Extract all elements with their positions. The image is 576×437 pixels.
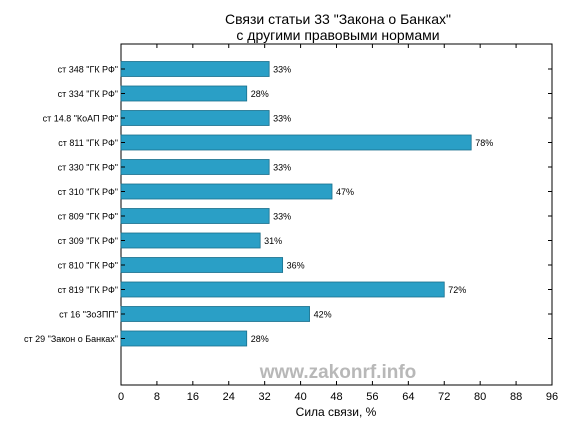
x-tick-label: 80 xyxy=(474,391,486,403)
bar-value-label: 78% xyxy=(475,138,493,148)
bar xyxy=(120,281,445,298)
bars-layer: ст 348 "ГК РФ" 33% ст 334 "ГК РФ" 28% ст 14.… xyxy=(24,61,552,347)
bar xyxy=(120,306,310,322)
bar-value-label: 28% xyxy=(251,89,269,99)
bar-value-label: 28% xyxy=(251,334,269,344)
bar xyxy=(120,134,472,151)
bar xyxy=(120,257,284,273)
x-tick-label: 48 xyxy=(330,391,342,403)
category-tick-label: ст 14.8 "КоАП РФ" xyxy=(43,114,118,124)
bar-value-label: 33% xyxy=(273,163,291,173)
category-tick-label: ст 16 "ЗоЗПП" xyxy=(59,310,118,320)
x-tick-label: 40 xyxy=(294,391,306,403)
category-tick-label: ст 334 "ГК РФ" xyxy=(58,89,118,99)
category-tick-label: ст 330 "ГК РФ" xyxy=(58,163,118,173)
category-tick-label: ст 811 "ГК РФ" xyxy=(58,138,118,148)
bar xyxy=(120,183,333,200)
x-tick-label: 16 xyxy=(187,391,199,403)
bar-value-label: 47% xyxy=(336,187,354,197)
x-tick-label: 56 xyxy=(366,391,378,403)
x-tick-label: 8 xyxy=(154,391,160,403)
category-tick-label: ст 810 "ГК РФ" xyxy=(58,261,118,271)
bar-value-label: 31% xyxy=(264,236,282,246)
x-tick-label: 88 xyxy=(510,391,522,403)
bar-value-label: 36% xyxy=(287,261,305,271)
category-tick-label: ст 309 "ГК РФ" xyxy=(58,236,118,246)
category-tick-label: ст 348 "ГК РФ" xyxy=(58,65,118,75)
bar-value-label: 33% xyxy=(273,65,291,75)
x-tick-label: 24 xyxy=(223,391,235,403)
x-axis-label: Сила связи, % xyxy=(296,405,377,419)
bar-value-label: 33% xyxy=(273,212,291,222)
x-tick-label: 0 xyxy=(118,391,124,403)
watermark-text: www.zakonrf.info xyxy=(259,362,417,383)
bar-value-label: 33% xyxy=(273,114,291,124)
x-tick-label: 96 xyxy=(546,391,558,403)
bar xyxy=(120,232,261,249)
x-tick-label: 64 xyxy=(402,391,414,403)
x-tick-label: 72 xyxy=(438,391,450,403)
bar xyxy=(120,159,270,175)
chart-title-line-1: Связи статьи 33 "Закона о Банках" xyxy=(225,11,451,27)
bar xyxy=(120,330,248,347)
chart-title-line-2: с другими правовыми нормами xyxy=(236,27,439,43)
x-tick-label: 32 xyxy=(259,391,271,403)
bar xyxy=(120,208,270,224)
bar xyxy=(120,110,270,126)
bar-value-label: 72% xyxy=(448,285,466,295)
category-tick-label: ст 310 "ГК РФ" xyxy=(58,187,118,197)
x-axis-ticks: 0 8 16 24 32 40 48 56 64 72 80 88 96 xyxy=(118,44,558,403)
category-tick-label: ст 29 "Закон о Банках" xyxy=(24,334,118,344)
category-tick-label: ст 809 "ГК РФ" xyxy=(58,212,118,222)
bar xyxy=(120,85,248,102)
bar xyxy=(120,61,270,77)
category-tick-label: ст 819 "ГК РФ" xyxy=(58,285,118,295)
bar-value-label: 42% xyxy=(314,310,332,320)
